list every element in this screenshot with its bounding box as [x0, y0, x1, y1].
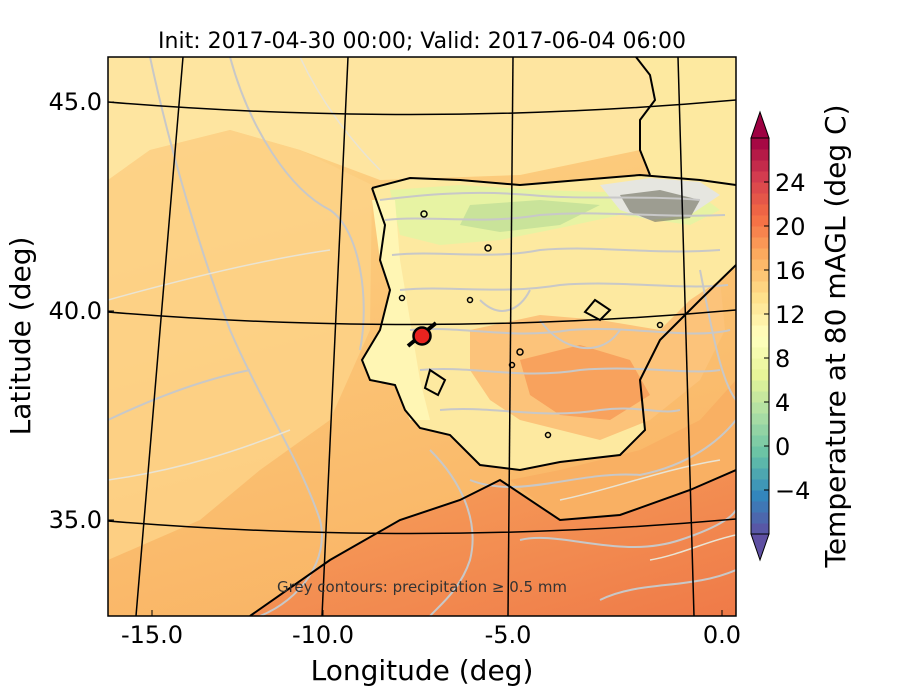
x-axis-label: Longitude (deg) — [311, 654, 534, 687]
colorbar-bottom-arrow — [750, 533, 770, 562]
colorbar-tick-label: 20 — [775, 213, 806, 241]
colorbar-band — [751, 468, 769, 480]
colorbar-band — [751, 182, 769, 194]
colorbar-band — [751, 391, 769, 403]
y-axis: 45.0 40.0 35.0 — [49, 88, 114, 534]
colorbar-band — [751, 435, 769, 447]
colorbar-tick-label: 12 — [775, 301, 806, 329]
colorbar-bands — [751, 138, 769, 535]
colorbar: 24 20 16 12 8 4 0 −4 — [750, 110, 810, 562]
ocean-cool-band — [108, 57, 736, 180]
x-tick-label: 0.0 — [703, 621, 741, 649]
colorbar-band — [751, 413, 769, 425]
colorbar-band — [751, 292, 769, 304]
colorbar-band — [751, 314, 769, 326]
lake-outlines — [398, 210, 664, 439]
precip-annotation: Grey contours: precipitation ≥ 0.5 mm — [277, 578, 567, 596]
colorbar-band — [751, 512, 769, 524]
colorbar-band — [751, 303, 769, 315]
colorbar-band — [751, 193, 769, 205]
colorbar-band — [751, 204, 769, 216]
colorbar-band — [751, 380, 769, 392]
map-frame — [107, 56, 737, 617]
precip-contours — [108, 57, 736, 616]
colorbar-band — [751, 446, 769, 458]
africa-land — [250, 470, 736, 616]
mediterranean-sea — [510, 380, 736, 520]
y-tick-label: 45.0 — [49, 88, 102, 116]
ocean-mid-band — [108, 130, 372, 560]
colorbar-tick-label: 4 — [775, 389, 790, 417]
colorbar-band — [751, 171, 769, 183]
colorbar-band — [751, 325, 769, 337]
colorbar-band — [751, 270, 769, 282]
colorbar-band — [751, 479, 769, 491]
x-tick-label: -10.0 — [292, 621, 354, 649]
colorbar-band — [751, 490, 769, 502]
map-panel: Grey contours: precipitation ≥ 0.5 mm — [108, 57, 736, 616]
colorbar-band — [751, 248, 769, 260]
figure-title: Init: 2017-04-30 00:00; Valid: 2017-06-0… — [158, 29, 686, 54]
colorbar-label: Temperature at 80 mAGL (deg C) — [819, 104, 852, 568]
colorbar-top-arrow — [750, 110, 770, 139]
x-axis: -15.0 -10.0 -5.0 0.0 — [121, 610, 741, 649]
colorbar-band — [751, 281, 769, 293]
colorbar-band — [751, 149, 769, 161]
y-axis-label: Latitude (deg) — [4, 237, 37, 436]
y-tick-label: 40.0 — [49, 297, 102, 325]
precip-contours-light — [108, 57, 736, 561]
colorbar-tick-label: 24 — [775, 169, 806, 197]
colorbar-band — [751, 369, 769, 381]
colorbar-band — [751, 457, 769, 469]
x-tick-label: -5.0 — [485, 621, 532, 649]
france-land — [636, 57, 736, 185]
colorbar-tick-label: 16 — [775, 257, 806, 285]
colorbar-band — [751, 336, 769, 348]
colorbar-band — [751, 160, 769, 172]
colorbar-band — [751, 358, 769, 370]
colorbar-tick-label: 0 — [775, 433, 790, 461]
colorbar-band — [751, 237, 769, 249]
colorbar-ticks: 24 20 16 12 8 4 0 −4 — [764, 169, 810, 505]
colorbar-band — [751, 347, 769, 359]
iberia-west-cool — [362, 200, 430, 420]
colorbar-tick-label: 8 — [775, 345, 790, 373]
y-tick-label: 35.0 — [49, 506, 102, 534]
graticule — [108, 57, 736, 616]
colorbar-band — [751, 138, 769, 150]
colorbar-band — [751, 501, 769, 513]
colorbar-band — [751, 215, 769, 227]
iberia-hot-zone — [520, 345, 650, 420]
colorbar-frame — [750, 137, 770, 535]
site-marker — [406, 321, 438, 348]
colorbar-band — [751, 402, 769, 414]
x-tick-label: -15.0 — [121, 621, 183, 649]
colorbar-band — [751, 523, 769, 535]
colorbar-band — [751, 424, 769, 436]
colorbar-band — [751, 259, 769, 271]
colorbar-tick-label: −4 — [775, 477, 810, 505]
colorbar-band — [751, 226, 769, 238]
